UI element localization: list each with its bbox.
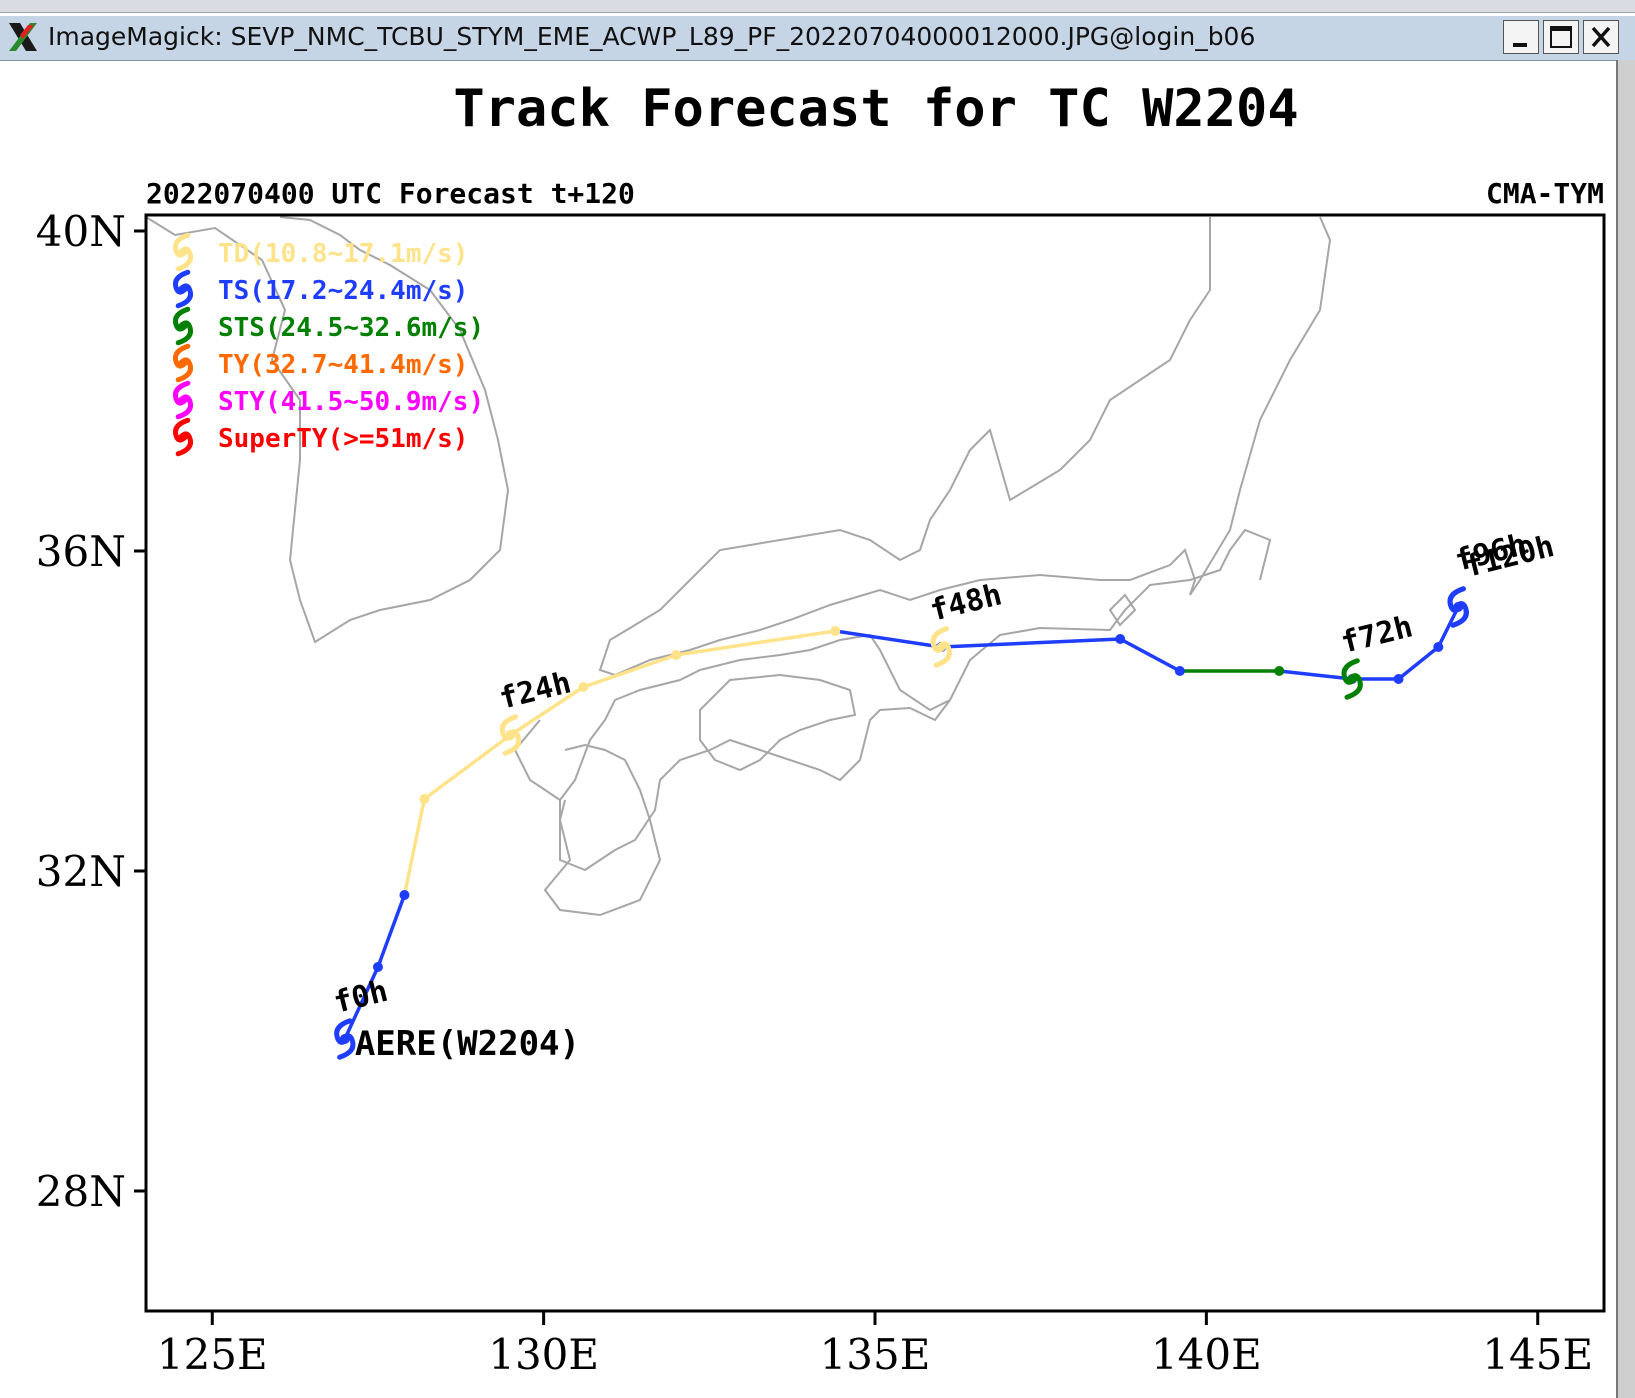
- track-segment: [1279, 669, 1353, 681]
- storm-label: AERE(W2204): [355, 1024, 580, 1064]
- forecast-time-label: f0h: [330, 974, 391, 1021]
- track-segment: [1436, 606, 1460, 648]
- forecast-time-label: f72h: [1338, 609, 1417, 660]
- track-point: [419, 794, 430, 804]
- x-tick-label: 135E: [820, 1330, 931, 1379]
- typhoon-symbol-icon: [172, 343, 194, 383]
- track-point: [399, 890, 410, 900]
- typhoon-symbol-icon: [930, 626, 952, 668]
- forecast-time-label: f48h: [927, 577, 1006, 628]
- axes: 125E 130E 135E 140E 145E 28N 32N 36N 40N: [36, 207, 1593, 1379]
- coast-japan-south: [559, 528, 1272, 872]
- legend-label: TD(10.8~17.1m/s): [218, 239, 468, 269]
- legend: TD(10.8~17.1m/s) TS(17.2~24.4m/s) STS(24.5…: [172, 232, 484, 457]
- track-segment: [582, 653, 677, 689]
- legend-label: TS(17.2~24.4m/s): [218, 276, 468, 306]
- close-button[interactable]: [1583, 20, 1619, 54]
- track-point: [1115, 634, 1126, 644]
- track-point: [372, 962, 383, 972]
- typhoon-symbol-icon: [334, 1018, 356, 1060]
- track-point: [830, 626, 841, 636]
- coast-kyushu: [513, 719, 662, 917]
- typhoon-symbol-icon: [172, 417, 194, 457]
- track-point: [1174, 666, 1185, 676]
- track-segment: [675, 629, 836, 657]
- window-right-border: [1616, 60, 1635, 1398]
- figure-subtitle-left: 2022070400 UTC Forecast t+120: [146, 177, 635, 210]
- y-tick-label: 28N: [36, 1167, 126, 1216]
- track-segment: [1119, 637, 1181, 673]
- track-segment: [941, 637, 1121, 649]
- minimize-button[interactable]: [1503, 20, 1539, 54]
- typhoon-symbol-icon: [1341, 658, 1363, 700]
- legend-label: TY(32.7~41.4m/s): [218, 350, 468, 380]
- track-segment: [423, 733, 512, 801]
- legend-label: STY(41.5~50.9m/s): [218, 387, 484, 417]
- track-point: [578, 682, 589, 692]
- y-tick-label: 36N: [36, 527, 126, 576]
- window-title: ImageMagick: SEVP_NMC_TCBU_STYM_EME_ACWP…: [48, 22, 1256, 51]
- minimize-icon: [1513, 43, 1527, 47]
- x-tick-label: 145E: [1482, 1330, 1593, 1379]
- coast-boso: [1108, 593, 1137, 627]
- typhoon-symbol-icon: [172, 380, 194, 420]
- coastlines: [145, 216, 1332, 917]
- track-point: [671, 650, 682, 660]
- y-tick-label: 40N: [36, 207, 126, 256]
- track-segment: [834, 629, 942, 649]
- track-point: [1433, 642, 1444, 652]
- track-forecast-plot: Track Forecast for TC W2204 2022070400 U…: [36, 79, 1606, 1379]
- figure-title: Track Forecast for TC W2204: [453, 79, 1298, 139]
- forecast-time-label: f24h: [496, 665, 575, 716]
- coast-shikoku: [699, 673, 857, 772]
- maximize-icon: [1550, 26, 1572, 48]
- typhoon-symbol-icon: [172, 269, 194, 309]
- window-titlebar: ImageMagick: SEVP_NMC_TCBU_STYM_EME_ACWP…: [0, 0, 1635, 62]
- x-tick-label: 125E: [157, 1330, 268, 1379]
- typhoon-symbol-icon: [172, 232, 194, 272]
- typhoon-symbol-icon: [499, 714, 522, 756]
- close-icon: [1591, 26, 1611, 48]
- track-segment: [376, 894, 407, 968]
- track-segment: [343, 966, 380, 1040]
- track-point: [1393, 674, 1404, 684]
- y-tick-label: 32N: [36, 847, 126, 896]
- coast-korea: [145, 216, 510, 644]
- x11-logo-icon: [9, 23, 37, 51]
- coast-japan-honshu: [598, 216, 1332, 677]
- titlebar-bar[interactable]: [0, 16, 1635, 61]
- typhoon-symbol-icon: [172, 306, 194, 346]
- x-tick-label: 140E: [1151, 1330, 1262, 1379]
- typhoon-symbol-icon: [1447, 586, 1469, 628]
- maximize-button[interactable]: [1543, 20, 1579, 54]
- legend-label: STS(24.5~32.6m/s): [218, 313, 484, 343]
- x-tick-label: 130E: [488, 1330, 599, 1379]
- legend-label: SuperTY(>=51m/s): [218, 424, 468, 454]
- track-segment: [402, 798, 427, 896]
- track-segment: [509, 685, 585, 737]
- track-point: [1274, 666, 1285, 676]
- figure-subtitle-right: CMA-TYM: [1486, 177, 1604, 210]
- titlebar-top-strip: [0, 0, 1635, 13]
- track-segment: [1397, 645, 1440, 681]
